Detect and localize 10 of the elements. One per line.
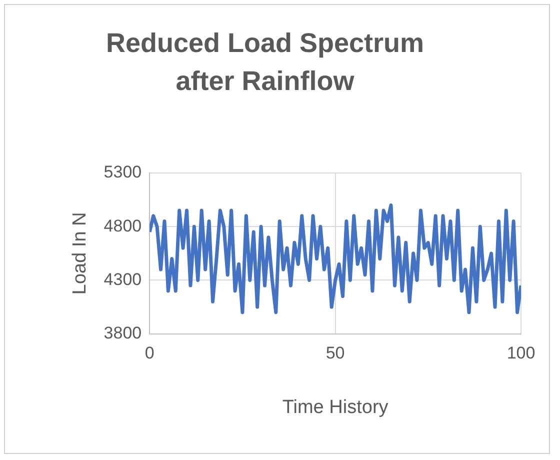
x-tick-label: 0 bbox=[144, 344, 154, 363]
y-tick-label: 3800 bbox=[104, 323, 142, 342]
x-tick-label: 50 bbox=[326, 344, 345, 363]
y-tick-label: 5300 bbox=[104, 162, 142, 182]
y-tick-label: 4800 bbox=[104, 216, 142, 236]
chart-title: Reduced Load Spectrum after Rainflow bbox=[104, 27, 426, 98]
x-axis-title: Time History bbox=[282, 396, 389, 418]
x-tick-label: 100 bbox=[506, 344, 536, 363]
y-tick-label: 4300 bbox=[104, 270, 142, 289]
y-axis-title: Load In N bbox=[70, 212, 91, 295]
